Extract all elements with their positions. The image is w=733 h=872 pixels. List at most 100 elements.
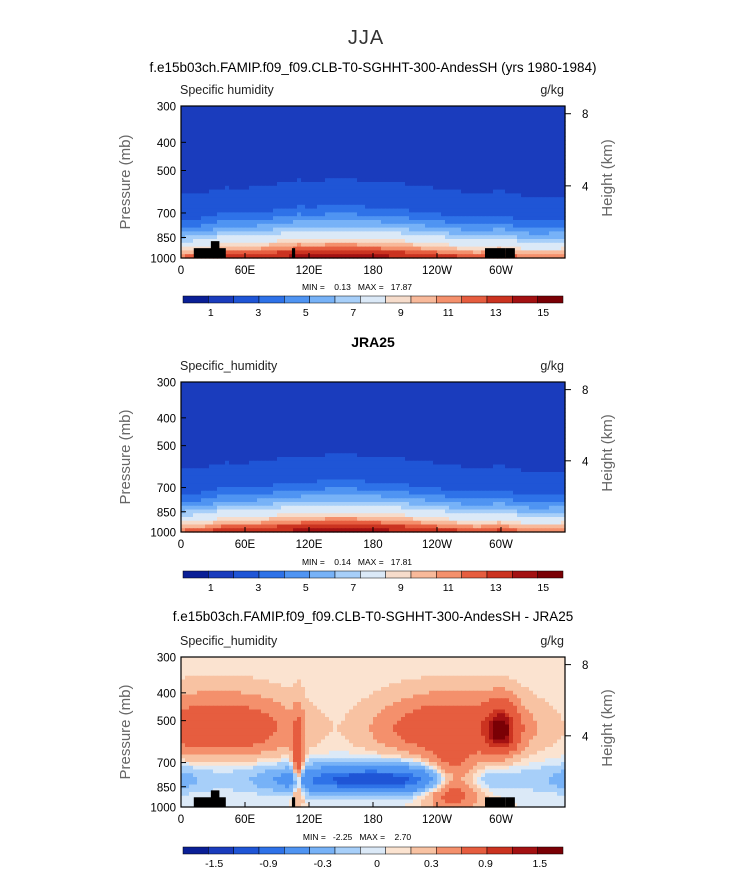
field-cell bbox=[529, 193, 534, 198]
field-cell bbox=[181, 220, 186, 225]
field-cell bbox=[281, 185, 286, 191]
field-cell bbox=[449, 144, 454, 149]
field-cell bbox=[425, 223, 430, 229]
field-cell bbox=[353, 193, 358, 198]
field-cell bbox=[509, 208, 514, 213]
field-cell bbox=[433, 385, 438, 391]
field-cell bbox=[433, 204, 438, 210]
field-cell bbox=[441, 106, 446, 111]
y-tick-label: 850 bbox=[157, 233, 176, 245]
field-cell bbox=[429, 132, 434, 137]
field-cell bbox=[417, 400, 422, 406]
field-cell bbox=[329, 404, 334, 409]
field-cell bbox=[257, 419, 262, 424]
field-cell bbox=[533, 163, 538, 168]
field-cell bbox=[261, 201, 266, 206]
field-cell bbox=[557, 231, 562, 236]
field-cell bbox=[205, 166, 210, 172]
field-cell bbox=[389, 382, 394, 387]
field-cell bbox=[221, 182, 226, 187]
field-cell bbox=[493, 117, 498, 122]
field-cell bbox=[501, 163, 506, 168]
field-cell bbox=[289, 246, 294, 251]
field-cell bbox=[409, 132, 414, 137]
field-cell bbox=[553, 216, 558, 221]
field-cell bbox=[469, 136, 474, 141]
field-cell bbox=[273, 185, 278, 191]
field-cell bbox=[181, 193, 186, 198]
field-cell bbox=[321, 155, 326, 160]
field-cell bbox=[445, 389, 450, 394]
field-cell bbox=[229, 212, 234, 217]
field-cell bbox=[381, 408, 386, 413]
field-cell bbox=[185, 155, 190, 160]
field-cell bbox=[289, 397, 294, 402]
field-cell bbox=[553, 163, 558, 168]
field-cell bbox=[513, 408, 518, 413]
field-cell bbox=[357, 125, 362, 130]
field-cell bbox=[265, 170, 270, 175]
field-cell bbox=[397, 208, 402, 213]
field-cell bbox=[401, 125, 406, 130]
field-cell bbox=[281, 242, 286, 248]
field-cell bbox=[313, 174, 318, 179]
field-cell bbox=[473, 242, 478, 248]
field-cell bbox=[537, 159, 542, 164]
field-cell bbox=[537, 223, 542, 229]
field-cell bbox=[353, 239, 358, 244]
field-cell bbox=[453, 136, 458, 141]
field-cell bbox=[309, 250, 314, 255]
field-cell bbox=[517, 250, 522, 255]
field-cell bbox=[377, 419, 382, 424]
field-cell bbox=[469, 128, 474, 134]
field-cell bbox=[197, 132, 202, 137]
field-cell bbox=[525, 178, 530, 183]
field-cell bbox=[553, 382, 558, 387]
field-cell bbox=[557, 400, 562, 406]
field-cell bbox=[533, 201, 538, 206]
field-cell bbox=[517, 163, 522, 168]
field-cell bbox=[317, 117, 322, 122]
field-cell bbox=[313, 189, 318, 194]
field-cell bbox=[441, 136, 446, 141]
x-tick-label: 60W bbox=[489, 265, 513, 277]
field-cell bbox=[489, 412, 494, 417]
field-cell bbox=[365, 166, 370, 172]
field-cell bbox=[429, 147, 434, 153]
field-cell bbox=[249, 193, 254, 198]
field-cell bbox=[189, 404, 194, 409]
field-cell bbox=[301, 220, 306, 225]
field-cell bbox=[313, 408, 318, 413]
field-cell bbox=[193, 201, 198, 206]
field-cell bbox=[249, 182, 254, 187]
field-cell bbox=[277, 136, 282, 141]
field-cell bbox=[221, 128, 226, 134]
field-cell bbox=[529, 109, 534, 115]
field-cell bbox=[221, 404, 226, 409]
field-cell bbox=[229, 231, 234, 236]
field-cell bbox=[557, 254, 562, 259]
field-cell bbox=[261, 404, 266, 409]
field-cell bbox=[441, 128, 446, 134]
field-cell bbox=[209, 212, 214, 217]
field-cell bbox=[437, 235, 442, 240]
field-cell bbox=[385, 182, 390, 187]
field-cell bbox=[325, 144, 330, 149]
field-cell bbox=[429, 223, 434, 229]
field-cell bbox=[409, 254, 414, 259]
field-cell bbox=[373, 147, 378, 153]
field-cell bbox=[453, 419, 458, 424]
field-cell bbox=[509, 419, 514, 424]
field-cell bbox=[381, 389, 386, 394]
field-cell bbox=[521, 128, 526, 134]
field-cell bbox=[501, 408, 506, 413]
field-cell bbox=[473, 250, 478, 255]
field-cell bbox=[193, 189, 198, 194]
field-cell bbox=[337, 166, 342, 172]
field-cell bbox=[317, 197, 322, 202]
field-cell bbox=[189, 125, 194, 130]
field-cell bbox=[189, 163, 194, 168]
field-cell bbox=[261, 197, 266, 202]
field-cell bbox=[373, 242, 378, 248]
field-cell bbox=[257, 151, 262, 156]
